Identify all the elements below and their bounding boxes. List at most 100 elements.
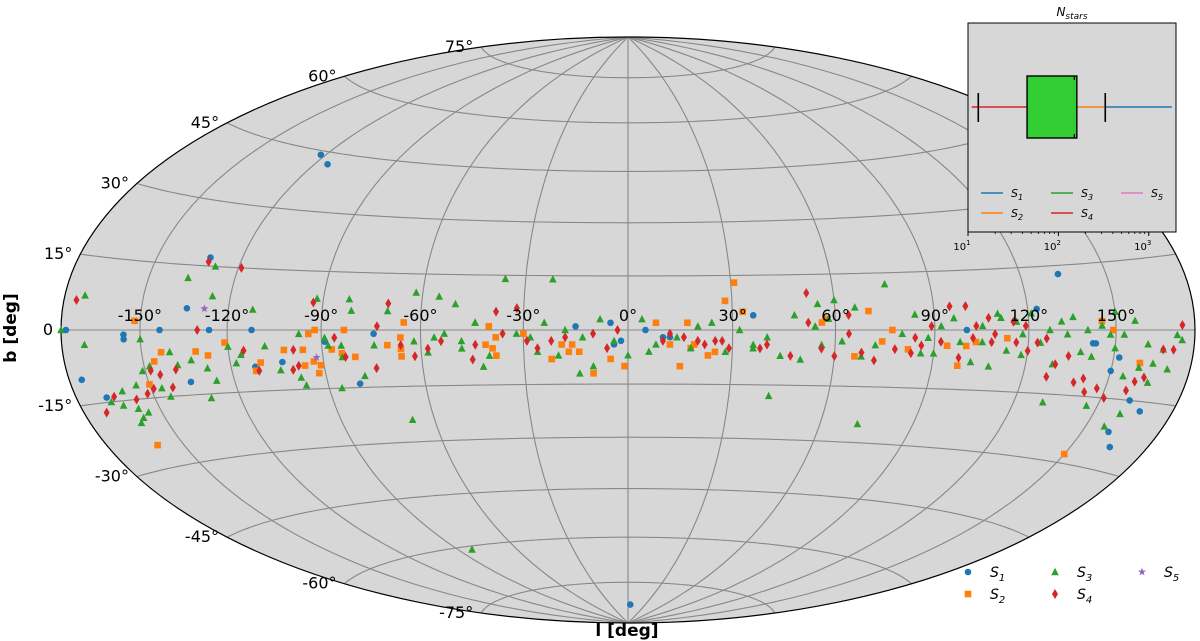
data-point-s3 bbox=[1144, 340, 1152, 348]
data-point-s2 bbox=[299, 346, 307, 354]
data-point-s3 bbox=[370, 341, 378, 349]
y-tick-label: -45° bbox=[185, 527, 219, 546]
data-point-s4 bbox=[290, 364, 297, 375]
data-point-s3 bbox=[763, 333, 771, 341]
data-point-s3 bbox=[880, 280, 889, 288]
data-point-s3 bbox=[578, 333, 587, 341]
data-point-s4 bbox=[818, 343, 825, 354]
data-point-s4 bbox=[659, 335, 666, 346]
data-point-s2 bbox=[607, 355, 614, 363]
data-point-s4 bbox=[513, 303, 520, 314]
data-point-s3 bbox=[916, 349, 925, 357]
data-point-s1 bbox=[1107, 367, 1115, 375]
data-point-s4 bbox=[1131, 376, 1138, 387]
data-point-s2 bbox=[851, 353, 858, 360]
data-point-s3 bbox=[137, 418, 146, 427]
data-point-s4 bbox=[424, 343, 431, 354]
data-point-s3 bbox=[735, 325, 744, 334]
data-point-s3 bbox=[853, 419, 862, 428]
data-point-s4 bbox=[1122, 385, 1129, 396]
data-point-s2 bbox=[150, 358, 158, 365]
data-point-s3 bbox=[610, 336, 618, 345]
data-point-s4 bbox=[845, 328, 852, 339]
data-point-s2 bbox=[340, 326, 348, 334]
data-point-s3 bbox=[1173, 330, 1182, 339]
data-point-s3 bbox=[929, 349, 938, 357]
legend-label-s3: S3 bbox=[1077, 565, 1092, 584]
data-point-s2 bbox=[1136, 359, 1144, 367]
inset-title: Nstars bbox=[1056, 5, 1087, 22]
data-point-s1 bbox=[1136, 408, 1144, 415]
data-point-s3 bbox=[81, 291, 89, 299]
data-point-s1 bbox=[317, 151, 325, 159]
data-point-s3 bbox=[1038, 398, 1047, 406]
data-point-s1 bbox=[62, 326, 70, 334]
data-point-s2 bbox=[252, 367, 260, 375]
data-point-s3 bbox=[383, 306, 392, 315]
data-point-s1 bbox=[279, 358, 286, 366]
data-point-s3 bbox=[1098, 321, 1106, 329]
data-points bbox=[57, 151, 1186, 608]
x-tick-label: 30° bbox=[718, 306, 746, 325]
data-point-s2 bbox=[548, 355, 556, 363]
data-point-s2 bbox=[865, 307, 872, 315]
data-point-s3 bbox=[313, 294, 321, 302]
data-point-s3 bbox=[324, 341, 332, 349]
data-point-s3 bbox=[158, 383, 166, 392]
data-point-s4 bbox=[694, 335, 701, 346]
legend-marker-s2 bbox=[964, 590, 972, 598]
data-point-s4 bbox=[1043, 371, 1050, 382]
data-point-s1 bbox=[1054, 270, 1062, 278]
data-point-s1 bbox=[1092, 340, 1100, 347]
data-point-s2 bbox=[575, 348, 583, 356]
data-point-s3 bbox=[1131, 316, 1139, 324]
data-point-s1 bbox=[183, 305, 191, 312]
data-point-s4 bbox=[157, 369, 164, 380]
data-point-s4 bbox=[290, 344, 297, 355]
data-point-s4 bbox=[946, 301, 953, 312]
data-point-s3 bbox=[911, 310, 919, 318]
data-point-s2 bbox=[684, 319, 691, 327]
data-point-s1 bbox=[156, 326, 163, 334]
data-point-s3 bbox=[830, 295, 838, 304]
data-point-s3 bbox=[1002, 346, 1011, 354]
data-point-s2 bbox=[280, 346, 288, 354]
data-point-s3 bbox=[707, 318, 716, 326]
data-point-s3 bbox=[224, 342, 232, 350]
data-point-s3 bbox=[1063, 330, 1072, 338]
data-point-s1 bbox=[749, 312, 757, 319]
data-point-s2 bbox=[352, 353, 359, 361]
data-point-s2 bbox=[568, 341, 576, 348]
data-point-s2 bbox=[818, 319, 826, 326]
data-point-s4 bbox=[240, 345, 247, 356]
data-point-s4 bbox=[970, 333, 977, 344]
data-point-s1 bbox=[248, 326, 255, 334]
data-point-s3 bbox=[721, 347, 730, 356]
data-point-s4 bbox=[701, 339, 708, 350]
data-point-s4 bbox=[805, 317, 812, 328]
data-point-s3 bbox=[1119, 371, 1127, 380]
data-point-s3 bbox=[451, 299, 460, 308]
data-point-s3 bbox=[430, 333, 438, 341]
data-point-s4 bbox=[870, 355, 877, 366]
data-point-s3 bbox=[471, 318, 479, 326]
data-point-s2 bbox=[157, 348, 165, 356]
data-point-s2 bbox=[676, 362, 684, 370]
data-point-s4 bbox=[331, 332, 338, 343]
x-tick-label: -30° bbox=[506, 306, 540, 325]
data-point-s3 bbox=[764, 391, 773, 400]
data-point-s3 bbox=[749, 340, 758, 348]
legend-marker-s3 bbox=[1051, 567, 1059, 576]
data-point-s4 bbox=[493, 306, 500, 317]
graticule bbox=[61, 37, 1195, 623]
data-point-s2 bbox=[317, 361, 325, 369]
data-point-s4 bbox=[147, 365, 154, 376]
data-point-s4 bbox=[756, 343, 763, 354]
data-point-s2 bbox=[310, 358, 318, 365]
data-point-s2 bbox=[485, 323, 493, 330]
aitoff-map bbox=[60, 36, 1196, 624]
data-point-s3 bbox=[260, 342, 269, 350]
data-point-s3 bbox=[338, 383, 346, 392]
data-point-s3 bbox=[345, 294, 354, 303]
data-point-s3 bbox=[956, 337, 964, 346]
